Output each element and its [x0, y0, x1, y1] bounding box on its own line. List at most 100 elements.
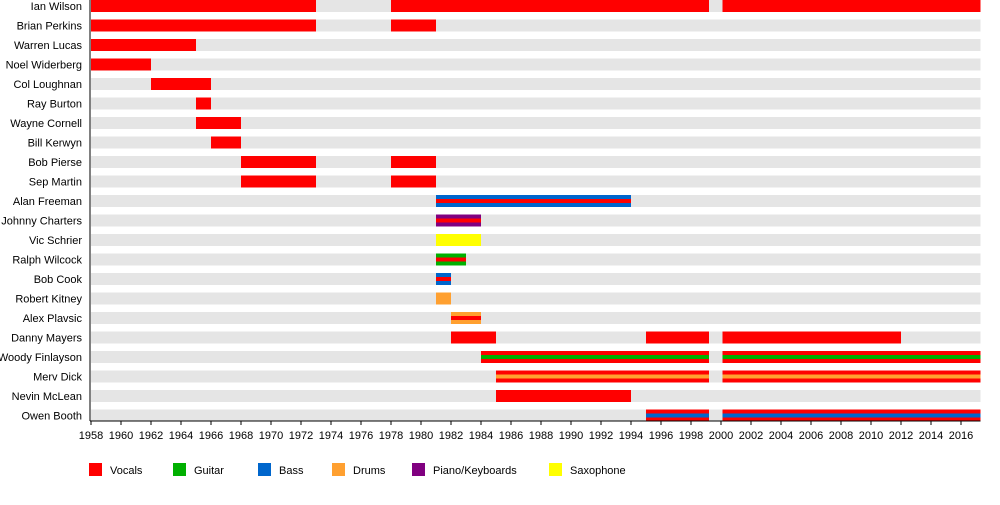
member-label: Bill Kerwyn	[28, 138, 82, 150]
row-background	[91, 136, 981, 149]
x-tick-label: 2002	[739, 430, 763, 442]
x-tick-label: 1958	[79, 430, 103, 442]
period-bar	[451, 331, 496, 344]
x-tick-label: 2016	[949, 430, 973, 442]
period-bar	[241, 175, 316, 188]
period-bar	[196, 97, 211, 110]
member-label: Woody Finlayson	[0, 352, 82, 364]
period-bar	[91, 39, 196, 51]
x-tick-label: 1978	[379, 430, 403, 442]
period-bar	[646, 331, 709, 344]
member-label: Owen Booth	[21, 411, 82, 423]
x-tick-label: 2008	[829, 430, 853, 442]
period-bar	[196, 117, 241, 129]
member-label: Johnny Charters	[1, 216, 82, 228]
period-bar	[722, 331, 901, 344]
member-label: Col Loughnan	[13, 79, 82, 91]
member-label: Merv Dick	[33, 372, 82, 384]
x-tick-label: 1982	[439, 430, 463, 442]
x-tick-label: 1964	[169, 430, 193, 442]
legend-swatch	[173, 463, 186, 476]
x-tick-label: 1968	[229, 430, 253, 442]
row-background	[91, 117, 981, 129]
member-label: Nevin McLean	[12, 391, 82, 403]
member-label: Bob Cook	[34, 274, 83, 286]
period-secondary-stripe	[436, 257, 466, 262]
period-bar	[496, 390, 631, 402]
legend-label: Vocals	[110, 465, 143, 477]
period-bar	[91, 58, 151, 71]
period-bar	[391, 0, 709, 12]
period-secondary-stripe	[436, 218, 481, 223]
member-label: Sep Martin	[29, 177, 82, 189]
legend-label: Bass	[279, 465, 304, 477]
legend-label: Piano/Keyboards	[433, 465, 517, 477]
legend-swatch	[412, 463, 425, 476]
period-bar	[151, 78, 211, 90]
period-bar	[211, 136, 241, 149]
period-secondary-stripe	[722, 355, 981, 359]
member-label: Alan Freeman	[13, 196, 82, 208]
period-bar	[436, 292, 451, 305]
x-tick-label: 1974	[319, 430, 343, 442]
x-tick-label: 1986	[499, 430, 523, 442]
x-tick-label: 1970	[259, 430, 283, 442]
x-tick-label: 2012	[889, 430, 913, 442]
x-tick-label: 2000	[709, 430, 733, 442]
row-background	[91, 273, 981, 285]
row-background	[91, 78, 981, 90]
row-background	[91, 175, 981, 188]
row-background	[91, 292, 981, 305]
member-label: Robert Kitney	[15, 294, 82, 306]
x-tick-label: 1992	[589, 430, 613, 442]
period-secondary-stripe	[722, 374, 981, 379]
x-tick-label: 2010	[859, 430, 883, 442]
legend-swatch	[332, 463, 345, 476]
period-secondary-stripe	[451, 316, 481, 320]
x-tick-label: 1984	[469, 430, 493, 442]
x-tick-label: 1994	[619, 430, 643, 442]
period-secondary-stripe	[722, 413, 981, 418]
period-bar	[91, 19, 316, 32]
row-background	[91, 312, 981, 324]
period-secondary-stripe	[436, 277, 451, 281]
period-secondary-stripe	[481, 355, 709, 359]
period-bar	[91, 0, 316, 12]
legend-label: Guitar	[194, 465, 224, 477]
x-tick-label: 1980	[409, 430, 433, 442]
member-label: Ian Wilson	[31, 1, 82, 13]
legend-swatch	[549, 463, 562, 476]
x-tick-label: 1960	[109, 430, 133, 442]
period-secondary-stripe	[436, 199, 631, 203]
row-background	[91, 214, 981, 227]
member-label: Bob Pierse	[28, 157, 82, 169]
member-label: Warren Lucas	[14, 40, 83, 52]
member-label: Vic Schrier	[29, 235, 82, 247]
member-label: Ralph Wilcock	[12, 255, 82, 267]
period-bar	[391, 156, 436, 168]
member-label: Wayne Cornell	[10, 118, 82, 130]
x-tick-label: 1998	[679, 430, 703, 442]
period-secondary-stripe	[646, 413, 709, 418]
member-label: Brian Perkins	[17, 21, 83, 33]
legend-swatch	[89, 463, 102, 476]
x-tick-label: 1962	[139, 430, 163, 442]
x-tick-label: 1996	[649, 430, 673, 442]
member-label: Ray Burton	[27, 99, 82, 111]
row-background	[91, 97, 981, 110]
period-secondary-stripe	[496, 374, 709, 379]
legend-label: Drums	[353, 465, 386, 477]
period-bar	[722, 0, 981, 12]
row-background	[91, 39, 981, 51]
x-tick-label: 1972	[289, 430, 313, 442]
period-bar	[241, 156, 316, 168]
x-tick-label: 2014	[919, 430, 943, 442]
member-label: Alex Plavsic	[23, 313, 83, 325]
x-tick-label: 2004	[769, 430, 793, 442]
legend-label: Saxophone	[570, 465, 626, 477]
x-tick-label: 1976	[349, 430, 373, 442]
row-background	[91, 234, 981, 246]
member-label: Danny Mayers	[11, 333, 82, 345]
period-bar	[436, 234, 481, 246]
